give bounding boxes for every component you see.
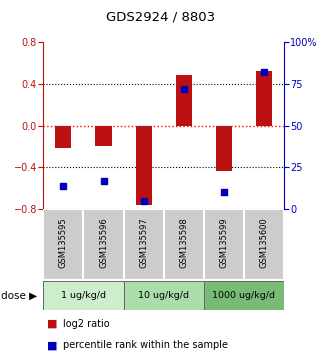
Bar [124,209,164,280]
Text: ■: ■ [47,319,57,329]
Text: GSM135597: GSM135597 [139,217,148,268]
Bar [124,281,204,310]
Text: GSM135600: GSM135600 [259,217,269,268]
Bar [43,281,124,310]
Bar [43,209,83,280]
Point [61,183,66,188]
Text: 10 ug/kg/d: 10 ug/kg/d [138,291,189,300]
Text: GSM135596: GSM135596 [99,217,108,268]
Text: ■: ■ [47,340,57,350]
Text: GSM135599: GSM135599 [219,217,229,268]
Bar [83,209,124,280]
Bar [244,209,284,280]
Bar [256,70,272,126]
Point [141,198,146,203]
Text: GSM135595: GSM135595 [59,217,68,268]
Bar [204,209,244,280]
Text: dose ▶: dose ▶ [1,291,37,301]
Point [221,189,226,195]
Text: 1000 ug/kg/d: 1000 ug/kg/d [213,291,275,300]
Bar [95,126,111,147]
Text: 1 ug/kg/d: 1 ug/kg/d [61,291,106,300]
Point [101,178,106,183]
Text: log2 ratio: log2 ratio [63,319,109,329]
Bar [176,75,192,126]
Bar [216,126,232,171]
Text: GDS2924 / 8803: GDS2924 / 8803 [106,11,215,24]
Text: percentile rank within the sample: percentile rank within the sample [63,340,228,350]
Bar [164,209,204,280]
Bar [204,281,284,310]
Point [181,86,186,92]
Point [261,70,266,75]
Bar [135,126,152,205]
Bar [55,126,71,148]
Text: GSM135598: GSM135598 [179,217,188,268]
